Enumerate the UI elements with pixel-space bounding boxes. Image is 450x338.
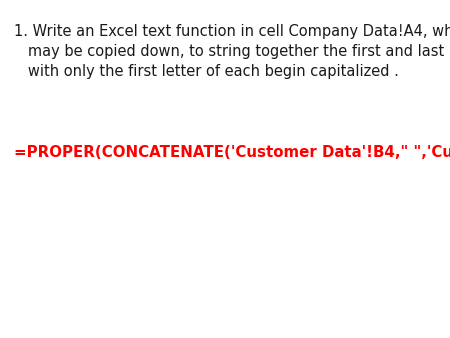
Text: 1. Write an Excel text function in cell Company Data!A4, which
   may be copied : 1. Write an Excel text function in cell … [14, 24, 450, 79]
Text: =PROPER(CONCATENATE('Customer Data'!B4," ",'Customer Data'!A4)): =PROPER(CONCATENATE('Customer Data'!B4,"… [14, 145, 450, 160]
